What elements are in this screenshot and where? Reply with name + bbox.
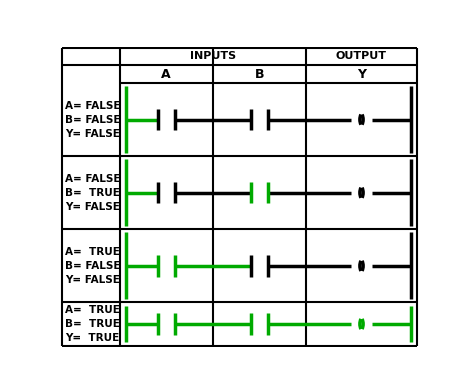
Text: OUTPUT: OUTPUT bbox=[336, 51, 387, 62]
Text: A=  TRUE
B=  TRUE
Y=  TRUE: A= TRUE B= TRUE Y= TRUE bbox=[64, 305, 119, 343]
Text: Y: Y bbox=[357, 67, 366, 81]
Text: A= FALSE
B= FALSE
Y= FALSE: A= FALSE B= FALSE Y= FALSE bbox=[64, 101, 120, 138]
Text: A: A bbox=[161, 67, 171, 81]
Text: INPUTS: INPUTS bbox=[190, 51, 236, 62]
Text: A=  TRUE
B= FALSE
Y= FALSE: A= TRUE B= FALSE Y= FALSE bbox=[64, 247, 120, 285]
Text: B: B bbox=[255, 67, 264, 81]
Text: A= FALSE
B=  TRUE
Y= FALSE: A= FALSE B= TRUE Y= FALSE bbox=[64, 174, 120, 212]
